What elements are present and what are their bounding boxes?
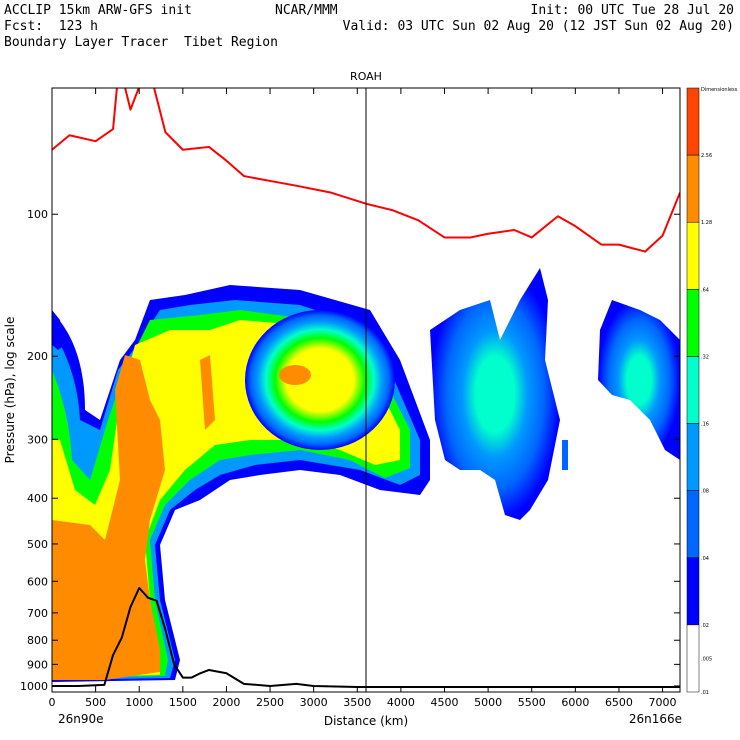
tracer-field-central-blob xyxy=(245,310,395,450)
y-tick-label: 700 xyxy=(27,607,48,620)
tracer-field-west-orange xyxy=(52,355,165,680)
valid-time: Valid: 03 UTC Sun 02 Aug 20 (12 JST Sun … xyxy=(342,19,734,34)
x-tick-label: 7000 xyxy=(649,696,677,709)
colorbar-label: .01 xyxy=(701,690,709,696)
colorbar-label: 1.28 xyxy=(701,220,712,226)
x-tick-label: 3500 xyxy=(343,696,371,709)
producer-label: NCAR/MMM xyxy=(275,3,338,18)
colorbar-swatch xyxy=(686,356,700,424)
tracer-field-west-orange-streak xyxy=(200,355,215,430)
x-tick-label: 3000 xyxy=(300,696,328,709)
tropopause-line xyxy=(52,88,680,253)
x-tick-label: 4500 xyxy=(431,696,459,709)
tracer-field-mid-plume xyxy=(430,268,560,520)
chart-title: ROAH xyxy=(350,70,382,83)
tracer-field-east-fleck xyxy=(562,440,568,470)
init-time: Init: 00 UTC Tue 28 Jul 20 xyxy=(530,3,735,18)
x-tick-label: 2000 xyxy=(212,696,240,709)
colorbar-label: .02 xyxy=(701,623,709,629)
endpoint-label-east: 26n166e xyxy=(629,712,682,726)
y-tick-label: 300 xyxy=(27,433,48,446)
colorbar-title: Dimensionless xyxy=(701,87,738,93)
y-tick-label: 1000 xyxy=(20,680,48,693)
x-axis-label: Distance (km) xyxy=(324,714,408,728)
x-tick-label: 0 xyxy=(49,696,56,709)
y-tick-label: 800 xyxy=(27,634,48,647)
forecast-hour: Fcst: 123 h xyxy=(4,19,98,34)
colorbar-swatch xyxy=(686,557,700,626)
colorbar-label: .64 xyxy=(701,287,709,293)
x-tick-label: 6500 xyxy=(605,696,633,709)
tracer-field-central-core xyxy=(279,365,311,385)
x-tick-label: 5000 xyxy=(474,696,502,709)
tracer-field-west-fleck xyxy=(52,310,65,350)
y-axis-label: Pressure (hPa), log scale xyxy=(3,317,17,464)
y-tick-label: 200 xyxy=(27,350,48,363)
colorbar-label: .04 xyxy=(701,556,709,562)
y-tick-label: 600 xyxy=(27,575,48,588)
y-tick-label: 500 xyxy=(27,538,48,551)
colorbar-swatch xyxy=(686,221,700,290)
y-tick-label: 400 xyxy=(27,492,48,505)
colorbar-label: 2.56 xyxy=(701,153,712,159)
y-tick-label: 900 xyxy=(27,658,48,671)
x-tick-label: 1500 xyxy=(169,696,197,709)
y-tick-label: 100 xyxy=(27,208,48,221)
tracer-field-east-plume xyxy=(598,300,680,460)
field-title: Boundary Layer Tracer Tibet Region xyxy=(4,35,278,50)
colorbar-label: .16 xyxy=(701,422,709,428)
endpoint-label-west: 26n90e xyxy=(58,712,104,726)
colorbar-swatch xyxy=(686,87,700,156)
colorbar-swatch xyxy=(686,490,700,559)
x-tick-label: 5500 xyxy=(518,696,546,709)
run-title: ACCLIP 15km ARW-GFS init xyxy=(4,3,192,18)
plot-frame xyxy=(51,87,681,693)
x-tick-label: 6000 xyxy=(561,696,589,709)
colorbar-swatch xyxy=(686,624,700,693)
colorbar-label: .32 xyxy=(701,354,709,360)
colorbar-label: .08 xyxy=(701,489,709,495)
colorbar-swatch xyxy=(686,289,700,357)
x-tick-label: 1000 xyxy=(125,696,153,709)
colorbar-swatch xyxy=(686,154,700,223)
colorbar-label: .005 xyxy=(701,656,712,662)
x-tick-label: 4000 xyxy=(387,696,415,709)
x-tick-label: 500 xyxy=(85,696,106,709)
terrain-line xyxy=(52,587,680,688)
colorbar-swatch xyxy=(686,423,700,491)
x-tick-label: 2500 xyxy=(256,696,284,709)
